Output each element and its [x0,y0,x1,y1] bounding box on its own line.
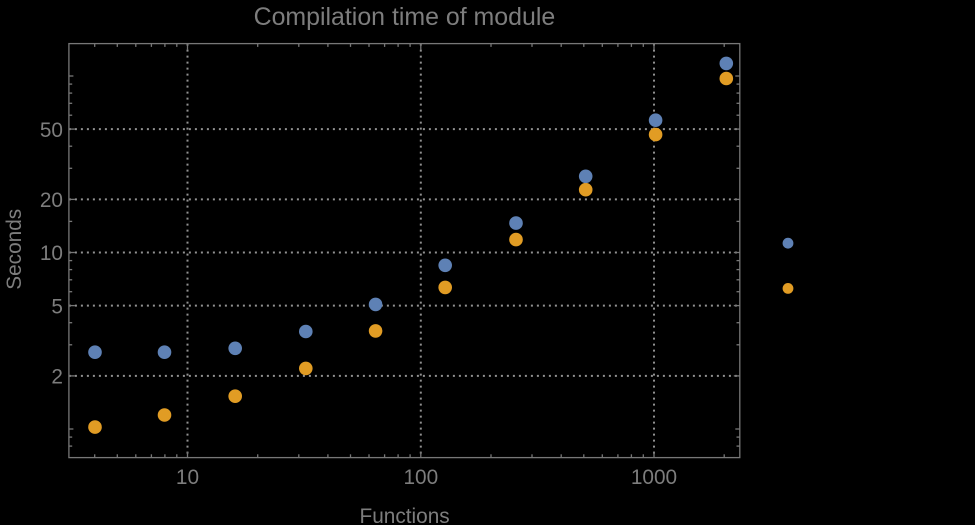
svg-text:10: 10 [40,242,63,265]
svg-text:2: 2 [51,366,63,389]
svg-text:20: 20 [40,189,63,212]
svg-text:Seconds: Seconds [3,209,26,290]
svg-text:10: 10 [176,466,199,489]
svg-text:100: 100 [403,466,438,489]
svg-text:Compilation time of module: Compilation time of module [254,3,556,31]
svg-text:1000: 1000 [631,466,677,489]
svg-text:5: 5 [51,295,63,318]
svg-text:Functions: Functions [360,505,450,525]
svg-text:50: 50 [40,119,63,142]
